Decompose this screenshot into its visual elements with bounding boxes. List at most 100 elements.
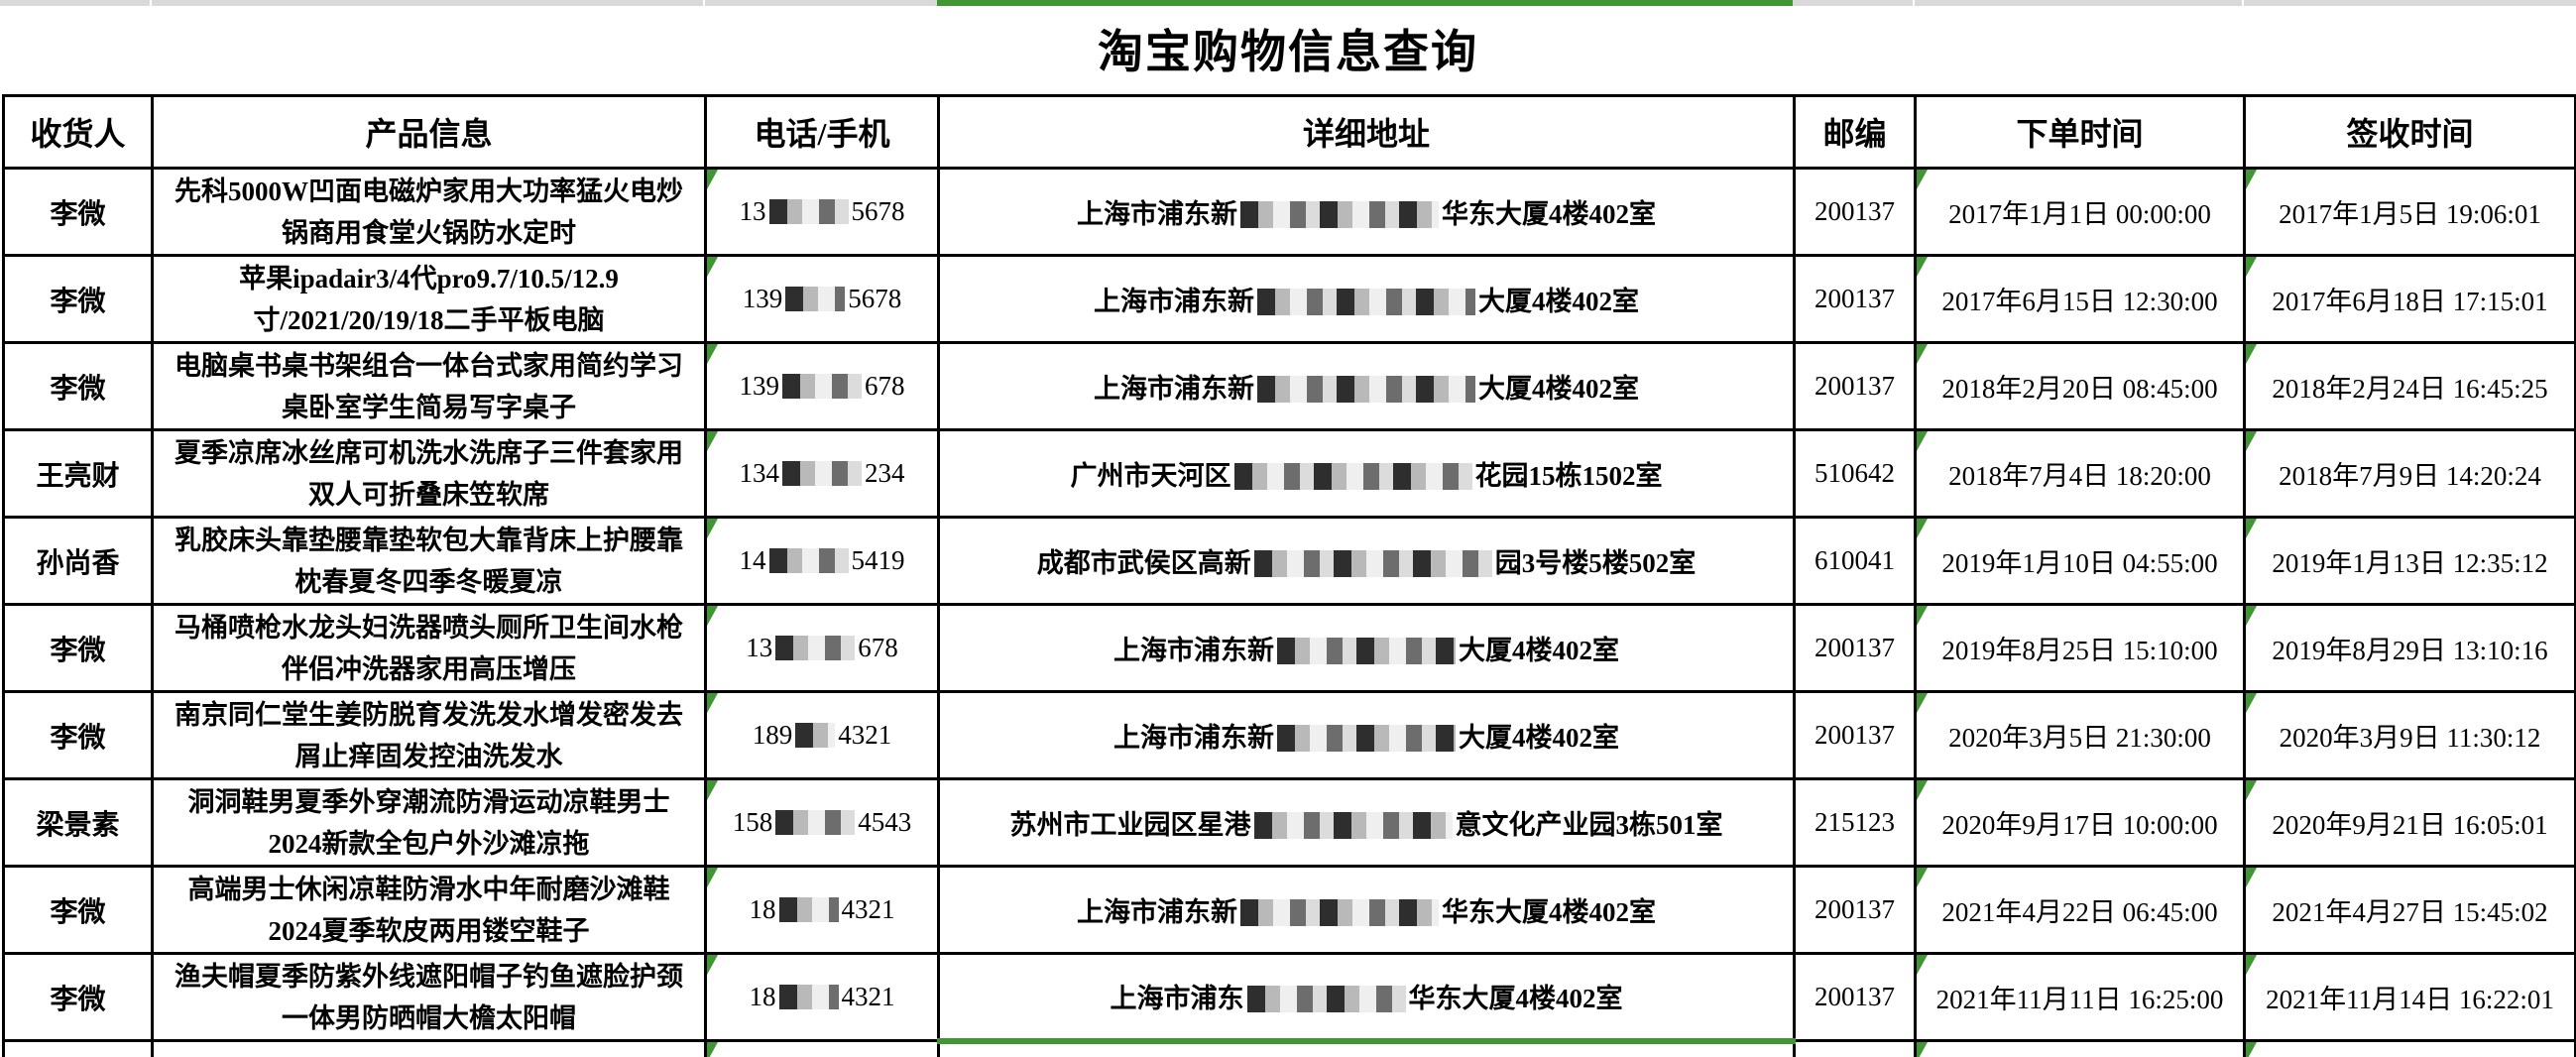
product-cell[interactable]: 高端男士休闲凉鞋防滑水中年耐磨沙滩鞋2024夏季软皮两用镂空鞋子 [151,865,707,955]
recipient-name: 梁景素 [36,809,120,841]
header-product[interactable]: 产品信息 [151,94,707,170]
postcode-cell[interactable]: 200137 [1793,341,1917,431]
order-time-cell[interactable]: 2021年4月22日 06:45:00 [1914,865,2246,955]
sign-time-cell[interactable] [2243,1039,2576,1057]
postcode-cell[interactable]: 200137 [1793,865,1917,955]
recipient-cell[interactable]: 梁景素 [2,777,154,868]
address-cell[interactable]: 上海市浦东新 华东大厦4楼402室 [937,167,1796,257]
address-cell[interactable]: 上海市浦东新 大厦4楼402室 [937,341,1796,431]
sign-time-cell[interactable]: 2017年1月5日 19:06:01 [2243,167,2576,257]
column-divider [1913,0,1915,6]
address-redaction-blur [1233,463,1472,490]
sign-time-cell[interactable]: 2019年8月29日 13:10:16 [2243,603,2576,693]
recipient-cell[interactable] [2,1039,154,1057]
sign-time-value: 2019年1月13日 12:35:12 [2272,548,2548,578]
order-time-cell[interactable]: 2017年6月15日 12:30:00 [1914,254,2246,344]
order-time-cell[interactable]: 2019年8月25日 15:10:00 [1914,603,2246,693]
header-sign-time[interactable]: 签收时间 [2243,94,2576,170]
header-order-time[interactable]: 下单时间 [1914,94,2246,170]
product-cell[interactable]: 渔夫帽夏季防紫外线遮阳帽子钓鱼遮脸护颈一体男防晒帽大檐太阳帽 [151,952,707,1042]
phone-cell[interactable]: 18 4321 [704,865,940,955]
product-cell[interactable]: 洞洞鞋男夏季外穿潮流防滑运动凉鞋男士2024新款全包户外沙滩凉拖 [151,777,707,868]
sign-time-cell[interactable]: 2021年11月14日 16:22:01 [2243,952,2576,1042]
phone-cell[interactable] [704,1039,940,1057]
recipient-cell[interactable]: 孙尚香 [2,516,154,606]
postcode-cell[interactable]: 200137 [1793,952,1917,1042]
address-cell[interactable]: 上海市浦东 华东大厦4楼402室 [937,952,1796,1042]
postcode-cell[interactable]: 200137 [1793,603,1917,693]
phone-cell[interactable]: 134 234 [704,428,940,519]
address-prefix: 成都市武侯区高新 [1036,548,1251,578]
address-suffix: 华东大厦4楼402室 [1408,984,1623,1014]
address-cell[interactable]: 上海市浦东新 大厦4楼402室 [937,603,1796,693]
phone-cell[interactable]: 189 4321 [704,690,940,780]
recipient-cell[interactable]: 王亮财 [2,428,154,519]
phone-cell[interactable]: 139 5678 [704,254,940,344]
recipient-cell[interactable]: 李微 [2,167,154,257]
header-phone[interactable]: 电话/手机 [704,94,940,170]
order-time-cell[interactable]: 2018年2月20日 08:45:00 [1914,341,2246,431]
header-address[interactable]: 详细地址 [937,94,1796,170]
sign-time-cell[interactable]: 2017年6月18日 17:15:01 [2243,254,2576,344]
address-cell[interactable]: 成都市武侯区高新 园3号楼5楼502室 [937,516,1796,606]
sign-time-cell[interactable]: 2021年4月27日 15:45:02 [2243,865,2576,955]
green-corner-marker-icon [1918,520,1928,538]
postcode-cell[interactable]: 215123 [1793,777,1917,868]
postcode-cell[interactable]: 510642 [1793,428,1917,519]
order-time-cell[interactable]: 2018年7月4日 18:20:00 [1914,428,2246,519]
product-cell[interactable]: 电脑桌书桌书架组合一体台式家用简约学习桌卧室学生简易写字桌子 [151,341,707,431]
header-postcode[interactable]: 邮编 [1793,94,1917,170]
sign-time-cell[interactable]: 2019年1月13日 12:35:12 [2243,516,2576,606]
order-time-cell[interactable]: 2021年11月11日 16:25:00 [1914,952,2246,1042]
sign-time-cell[interactable]: 2018年2月24日 16:45:25 [2243,341,2576,431]
order-time-cell[interactable]: 2017年1月1日 00:00:00 [1914,167,2246,257]
address-suffix: 花园15栋1502室 [1474,461,1663,491]
recipient-cell[interactable]: 李微 [2,341,154,431]
recipient-cell[interactable]: 李微 [2,952,154,1042]
postcode-cell[interactable]: 200137 [1793,167,1917,257]
postcode-cell[interactable]: 610041 [1793,516,1917,606]
recipient-cell[interactable]: 李微 [2,690,154,780]
postcode-value: 200137 [1815,371,1895,401]
product-cell[interactable]: 苹果ipadair3/4代pro9.7/10.5/12.9寸/2021/20/1… [151,254,707,344]
address-redaction-blur [1253,812,1453,839]
address-redaction-blur [1240,899,1439,926]
order-time-cell[interactable]: 2020年3月5日 21:30:00 [1914,690,2246,780]
address-cell[interactable]: 上海市浦东新 大厦4楼402室 [937,254,1796,344]
postcode-cell[interactable]: 200137 [1793,690,1917,780]
postcode-cell[interactable]: 200137 [1793,254,1917,344]
order-time-cell[interactable]: 2019年1月10日 04:55:00 [1914,516,2246,606]
order-time-value: 2017年1月1日 00:00:00 [1948,199,2211,229]
sign-time-cell[interactable]: 2018年7月9日 14:20:24 [2243,428,2576,519]
phone-cell[interactable]: 139 678 [704,341,940,431]
product-cell[interactable]: 乳胶床头靠垫腰靠垫软包大靠背床上护腰靠枕春夏冬四季冬暖夏凉 [151,516,707,606]
recipient-cell[interactable]: 李微 [2,254,154,344]
sign-time-cell[interactable]: 2020年3月9日 11:30:12 [2243,690,2576,780]
recipient-cell[interactable]: 李微 [2,603,154,693]
address-cell[interactable]: 苏州市工业园区星港 意文化产业园3栋501室 [937,777,1796,868]
header-recipient[interactable]: 收货人 [2,94,154,170]
phone-cell[interactable]: 13 678 [704,603,940,693]
address-cell[interactable]: 上海市浦东新 华东大厦4楼402室 [937,865,1796,955]
product-info: 电脑桌书桌书架组合一体台式家用简约学习桌卧室学生简易写字桌子 [175,350,683,422]
address-cell[interactable]: 广州市天河区 花园15栋1502室 [937,428,1796,519]
postcode-cell[interactable] [1793,1039,1917,1057]
product-cell[interactable] [151,1039,707,1057]
product-cell[interactable]: 夏季凉席冰丝席可机洗水洗席子三件套家用双人可折叠床笠软席 [151,428,707,519]
address-cell[interactable] [937,1037,1796,1057]
phone-cell[interactable]: 13 5678 [704,167,940,257]
product-cell[interactable]: 先科5000W凹面电磁炉家用大功率猛火电炒锅商用食堂火锅防水定时 [151,167,707,257]
product-cell[interactable]: 南京同仁堂生姜防脱育发洗发水增发密发去屑止痒固发控油洗发水 [151,690,707,780]
phone-cell[interactable]: 14 5419 [704,516,940,606]
address-cell[interactable]: 上海市浦东新 大厦4楼402室 [937,690,1796,780]
table-row: 李微 高端男士休闲凉鞋防滑水中年耐磨沙滩鞋2024夏季软皮两用镂空鞋子 18 43… [2,865,2576,955]
order-time-cell[interactable]: 2020年9月17日 10:00:00 [1914,777,2246,868]
table-row: 李微 马桶喷枪水龙头妇洗器喷头厕所卫生间水枪伴侣冲洗器家用高压增压 13 678 … [2,603,2576,693]
product-cell[interactable]: 马桶喷枪水龙头妇洗器喷头厕所卫生间水枪伴侣冲洗器家用高压增压 [151,603,707,693]
recipient-cell[interactable]: 李微 [2,865,154,955]
phone-cell[interactable]: 158 4543 [704,777,940,868]
sign-time-value: 2017年1月5日 19:06:01 [2279,199,2541,229]
order-time-cell[interactable] [1914,1039,2246,1057]
sign-time-cell[interactable]: 2020年9月21日 16:05:01 [2243,777,2576,868]
phone-cell[interactable]: 18 4321 [704,952,940,1042]
